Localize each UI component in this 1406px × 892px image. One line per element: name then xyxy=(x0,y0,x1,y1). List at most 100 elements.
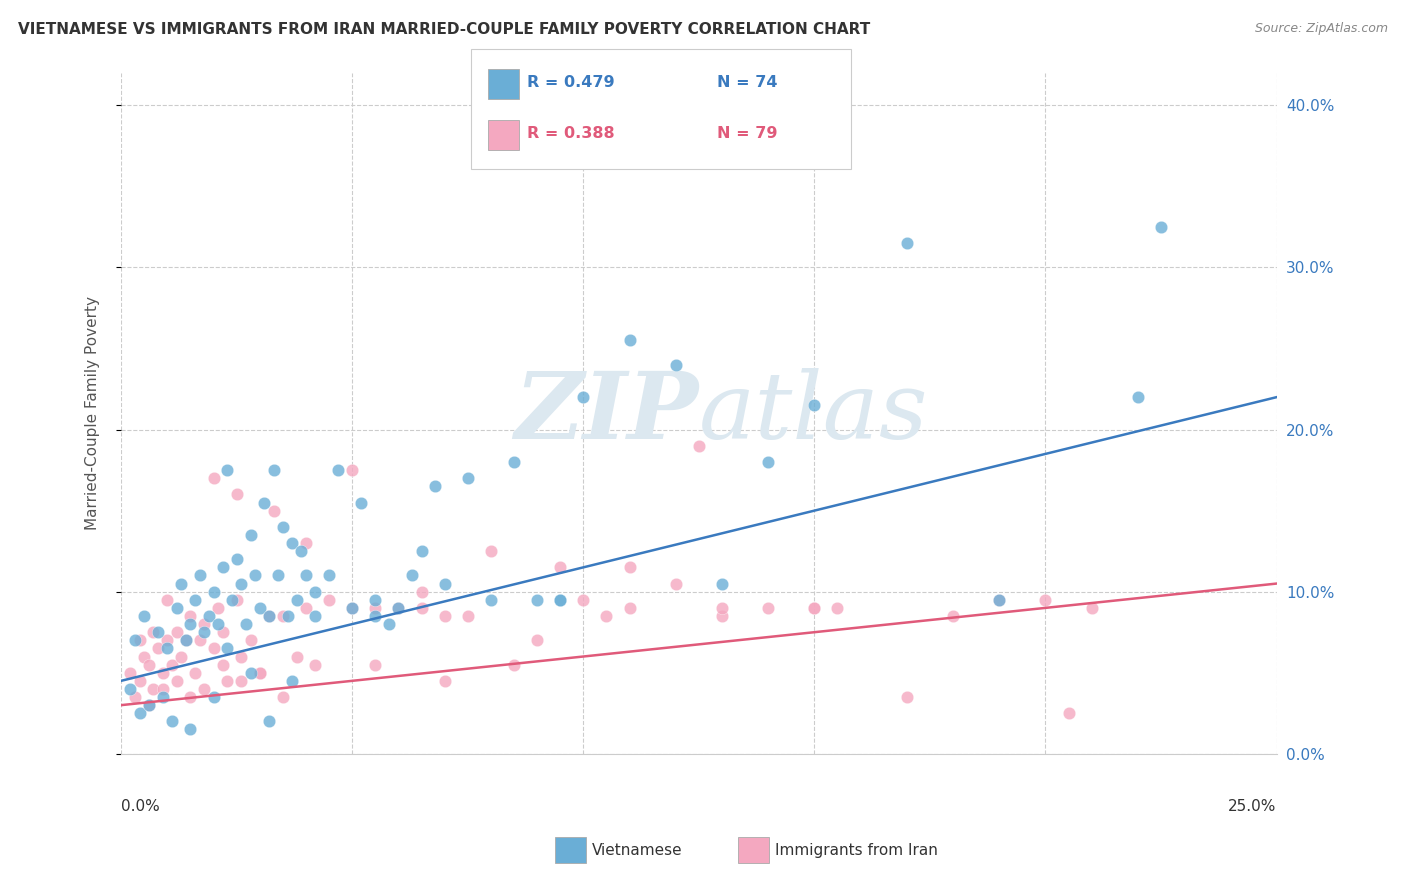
Point xyxy=(318,592,340,607)
Point xyxy=(1057,706,1080,721)
Text: R = 0.479: R = 0.479 xyxy=(527,76,614,90)
Point xyxy=(124,690,146,704)
Point xyxy=(350,495,373,509)
Point xyxy=(128,706,150,721)
Point xyxy=(134,609,156,624)
Point xyxy=(803,600,825,615)
Point xyxy=(193,617,215,632)
Point xyxy=(202,584,225,599)
Point xyxy=(364,592,387,607)
Point xyxy=(174,633,197,648)
Text: ZIP: ZIP xyxy=(515,368,699,458)
Point xyxy=(160,714,183,729)
Point xyxy=(253,495,276,509)
Point xyxy=(211,657,233,672)
Point xyxy=(457,609,479,624)
Point xyxy=(304,657,326,672)
Point xyxy=(166,600,188,615)
Point xyxy=(271,690,294,704)
Point xyxy=(526,633,548,648)
Point xyxy=(179,690,201,704)
Point xyxy=(710,609,733,624)
Point xyxy=(231,673,253,688)
Point xyxy=(156,641,179,656)
Point xyxy=(267,568,290,582)
Text: VIETNAMESE VS IMMIGRANTS FROM IRAN MARRIED-COUPLE FAMILY POVERTY CORRELATION CHA: VIETNAMESE VS IMMIGRANTS FROM IRAN MARRI… xyxy=(18,22,870,37)
Point xyxy=(249,665,271,680)
Point xyxy=(184,592,207,607)
Point xyxy=(263,463,285,477)
Point xyxy=(128,673,150,688)
Point xyxy=(378,617,401,632)
Point xyxy=(411,584,433,599)
Point xyxy=(231,649,253,664)
Point xyxy=(184,665,207,680)
Point xyxy=(211,560,233,574)
Point xyxy=(281,536,304,550)
Point xyxy=(1035,592,1057,607)
Point xyxy=(152,690,174,704)
Point xyxy=(188,633,211,648)
Point xyxy=(803,600,825,615)
Y-axis label: Married-Couple Family Poverty: Married-Couple Family Poverty xyxy=(86,296,100,531)
Point xyxy=(276,609,298,624)
Point xyxy=(665,358,688,372)
Point xyxy=(249,665,271,680)
Point xyxy=(290,544,312,558)
Point xyxy=(756,600,779,615)
Point xyxy=(710,600,733,615)
Point xyxy=(411,600,433,615)
Point xyxy=(179,617,201,632)
Point xyxy=(295,600,318,615)
Point xyxy=(239,528,262,542)
Point xyxy=(318,568,340,582)
Point xyxy=(193,681,215,696)
Point xyxy=(138,698,160,713)
Point xyxy=(457,471,479,485)
Point xyxy=(387,600,409,615)
Point xyxy=(295,536,318,550)
Point xyxy=(231,576,253,591)
Point xyxy=(619,560,641,574)
Point xyxy=(134,649,156,664)
Point xyxy=(285,592,308,607)
Point xyxy=(193,625,215,640)
Point xyxy=(198,609,221,624)
Point xyxy=(896,236,918,251)
Point xyxy=(217,463,239,477)
Point xyxy=(1126,390,1149,404)
Point xyxy=(257,609,280,624)
Point xyxy=(619,600,641,615)
Point xyxy=(249,600,271,615)
Point xyxy=(619,334,641,348)
Point xyxy=(202,690,225,704)
Point xyxy=(138,657,160,672)
Point xyxy=(942,609,965,624)
Point xyxy=(526,592,548,607)
Point xyxy=(202,471,225,485)
Text: 0.0%: 0.0% xyxy=(121,799,160,814)
Point xyxy=(896,690,918,704)
Point xyxy=(548,592,571,607)
Point xyxy=(479,592,502,607)
Point xyxy=(146,641,169,656)
Point xyxy=(243,568,266,582)
Point xyxy=(433,576,456,591)
Point xyxy=(146,625,169,640)
Text: atlas: atlas xyxy=(699,368,928,458)
Point xyxy=(710,576,733,591)
Point xyxy=(160,657,183,672)
Point xyxy=(179,609,201,624)
Point xyxy=(124,633,146,648)
Point xyxy=(285,649,308,664)
Point xyxy=(503,657,526,672)
Point xyxy=(665,576,688,591)
Point xyxy=(128,633,150,648)
Point xyxy=(295,568,318,582)
Point xyxy=(827,600,849,615)
Point xyxy=(257,609,280,624)
Point xyxy=(688,439,710,453)
Point xyxy=(342,600,364,615)
Point xyxy=(548,560,571,574)
Point xyxy=(595,609,617,624)
